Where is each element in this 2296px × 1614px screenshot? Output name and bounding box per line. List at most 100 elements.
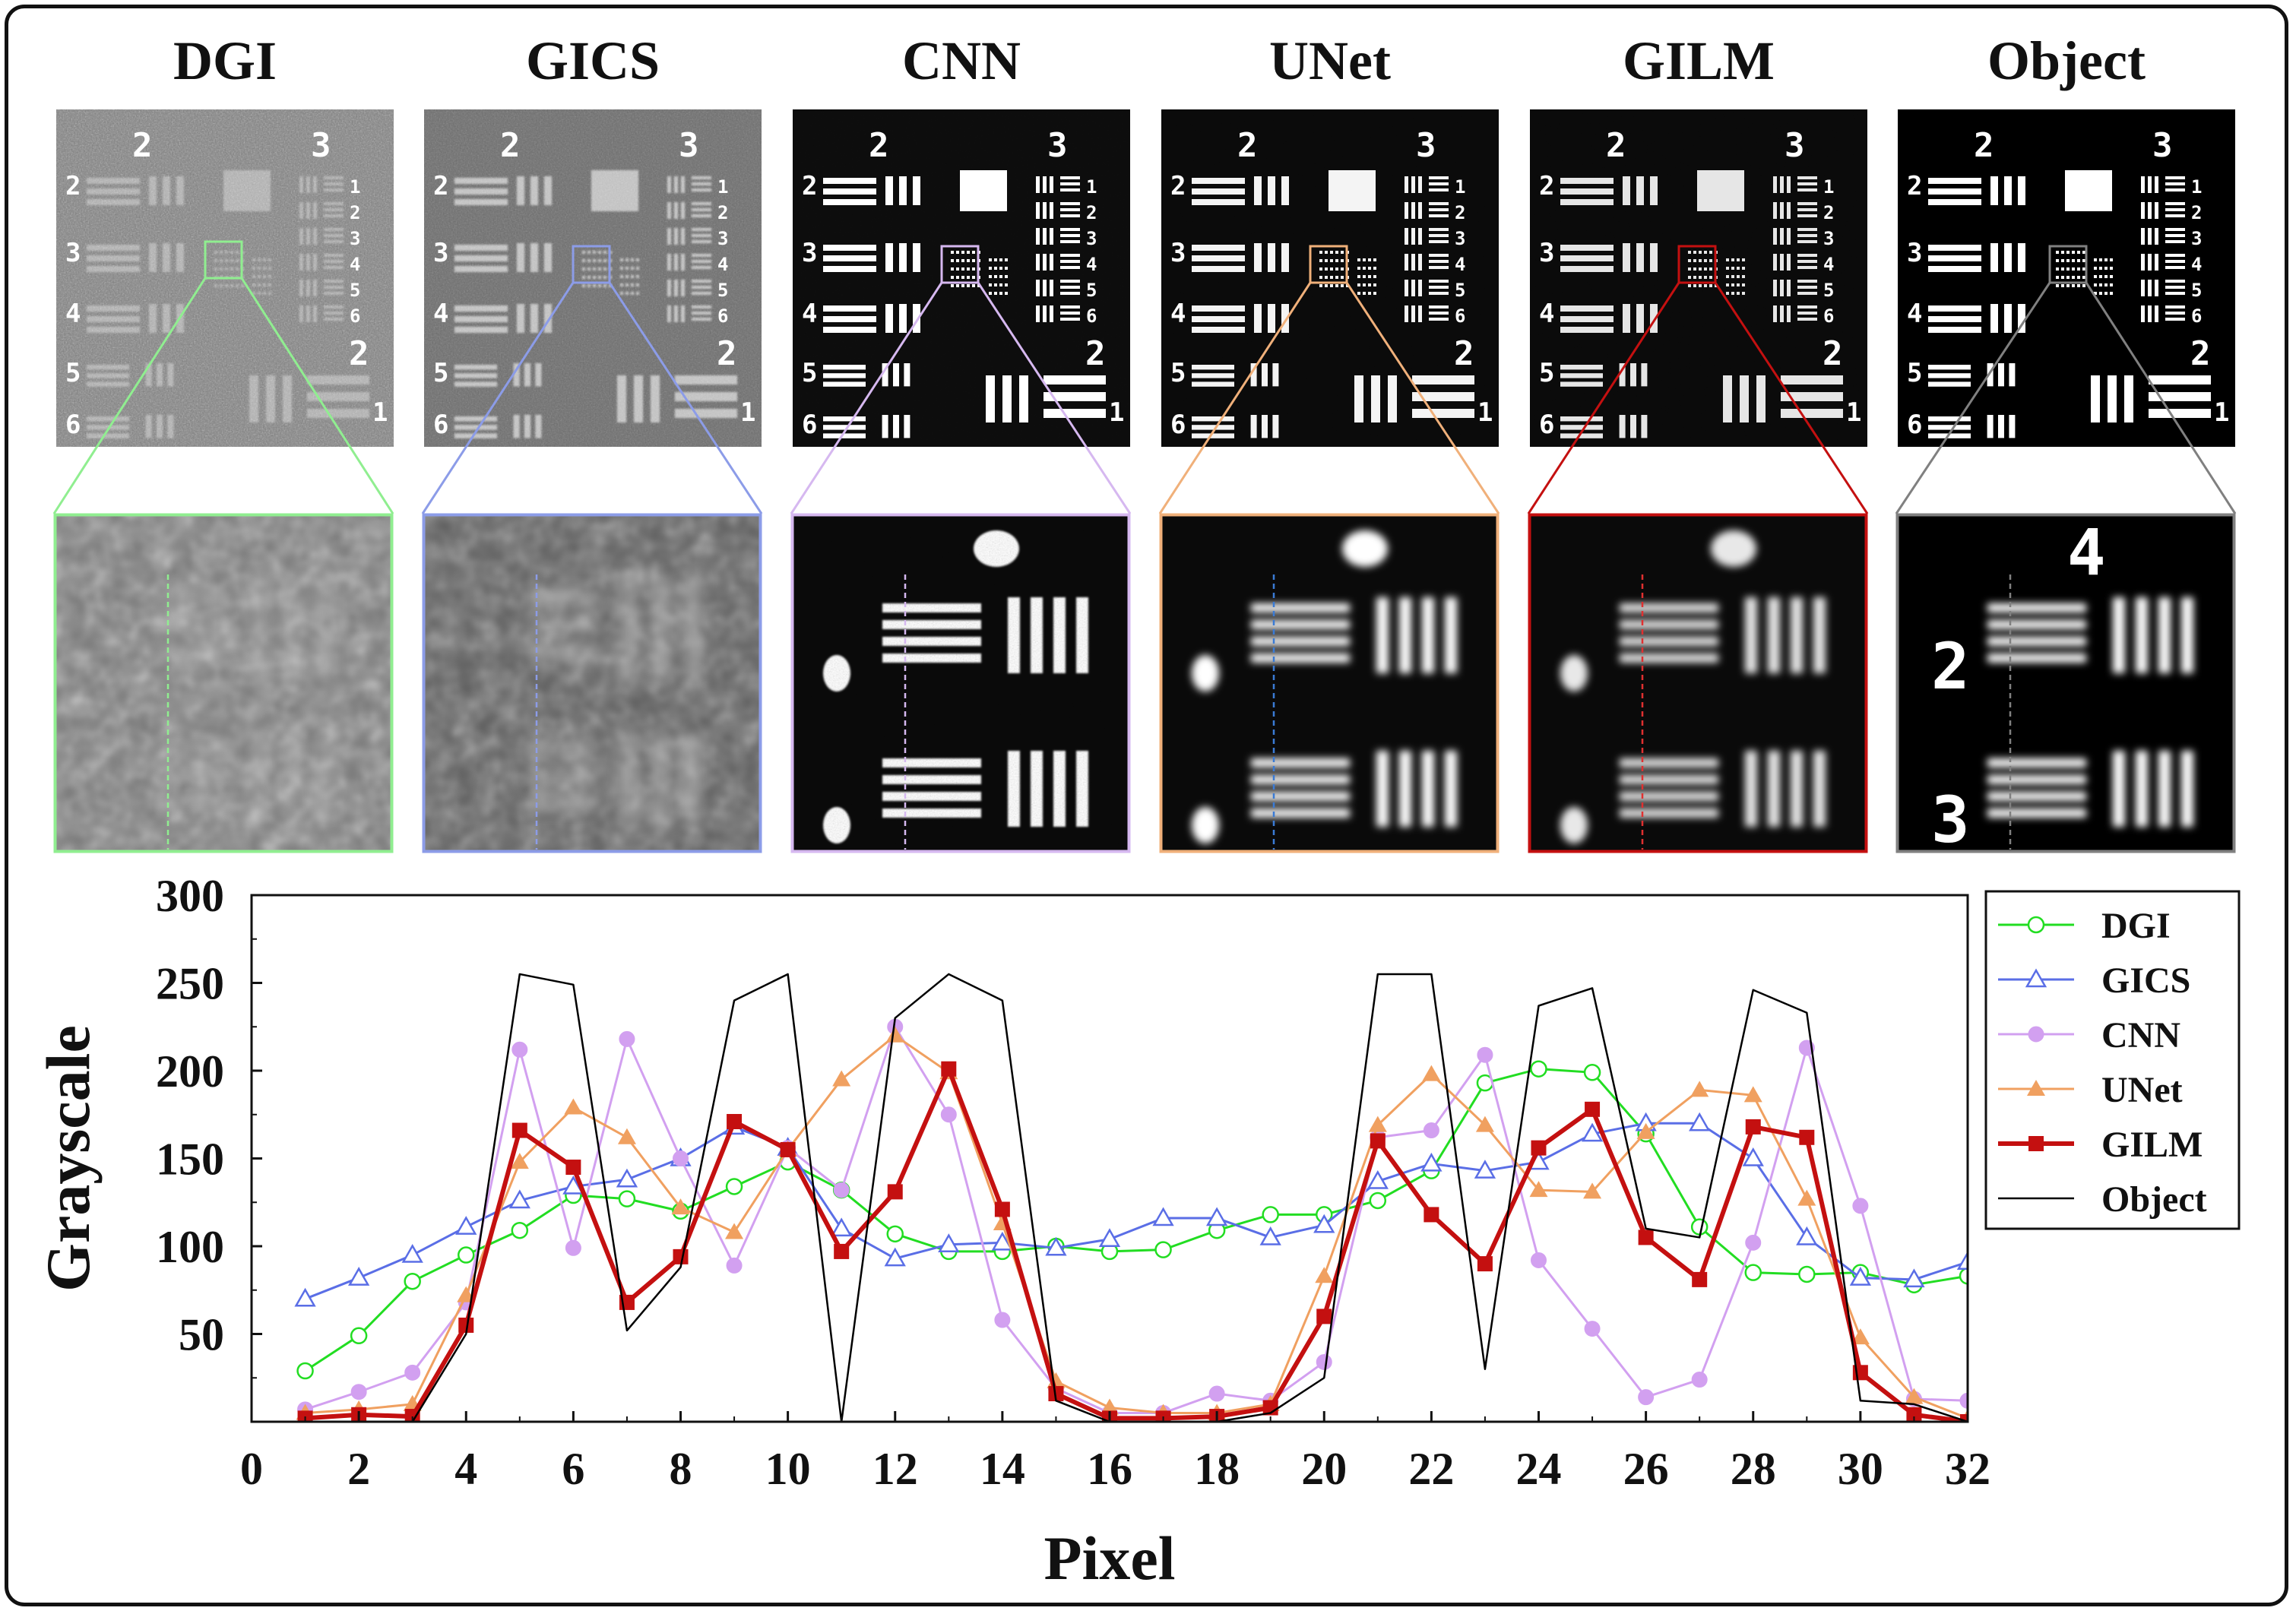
h-bar-small: [2165, 318, 2185, 321]
blob: [1711, 530, 1756, 567]
data-point: [727, 1113, 743, 1129]
x-tick-label: 28: [1731, 1444, 1776, 1494]
zoom-digit: 4: [2067, 515, 2106, 590]
row-label-small: 1: [2191, 176, 2202, 198]
zoom-border: [1159, 513, 1500, 853]
fine-dot: [2056, 267, 2059, 271]
legend-label: CNN: [2101, 1015, 2180, 1055]
row-label: 4: [1907, 299, 1922, 329]
data-point: [1531, 1252, 1547, 1268]
h-bar: [1251, 637, 1350, 646]
fine-dot: [2077, 259, 2080, 262]
legend-entry: GICS: [1998, 960, 2190, 1001]
x-tick-label: 24: [1516, 1444, 1562, 1494]
data-point: [1368, 1116, 1387, 1132]
legend-entry: Object: [1998, 1179, 2207, 1220]
data-point: [940, 1106, 957, 1123]
plot-frame: [250, 894, 1969, 1423]
legend: DGI GICS CNN UNet GILM Object: [1984, 890, 2241, 1230]
h-bar: [160, 590, 229, 605]
h-bar-small: [2165, 214, 2185, 217]
fine-dot: [2082, 259, 2085, 262]
data-point: [296, 1362, 314, 1380]
h-bar: [2149, 409, 2211, 418]
connector-line: [1158, 282, 1312, 514]
v-bar: [2091, 375, 2100, 422]
y-tick-label: 200: [156, 1046, 224, 1097]
v-bar: [2181, 751, 2193, 827]
data-point: [1098, 1228, 1121, 1248]
data-point: [1154, 1241, 1172, 1258]
v-bar: [2018, 243, 2025, 272]
h-bar: [1251, 603, 1350, 612]
data-point: [726, 1257, 743, 1274]
data-point: [1690, 1218, 1709, 1236]
row-label: 5: [1907, 358, 1922, 388]
data-point: [1638, 1389, 1655, 1406]
data-point: [350, 1384, 367, 1400]
zoom-blotches: [423, 514, 762, 853]
zoom-bars: [1987, 597, 2193, 827]
fine-dot: [2094, 283, 2097, 286]
connector-line: [1895, 282, 2051, 514]
v-bar: [283, 574, 300, 681]
data-point: [510, 1153, 529, 1169]
data-point: [1262, 1206, 1279, 1223]
v-bar: [2136, 597, 2148, 673]
data-point: [565, 1239, 581, 1256]
zoom-panel: [422, 513, 762, 853]
zoom-box: [1309, 245, 1348, 284]
data-point: [1905, 1388, 1924, 1404]
zoom-bars: [529, 574, 701, 825]
connector-line: [240, 277, 394, 514]
h-bar: [1987, 809, 2086, 818]
v-bar: [1399, 597, 1411, 673]
row-label-small: 6: [2191, 305, 2202, 327]
data-point: [1849, 1267, 1872, 1286]
noise-overlay: [424, 109, 762, 447]
data-point: [1583, 1182, 1602, 1199]
data-point: [1797, 1189, 1816, 1206]
fine-dot: [2110, 292, 2113, 295]
zoom-bars: [160, 574, 332, 825]
v-bar: [2181, 597, 2193, 673]
v-bar: [2113, 751, 2125, 827]
connector-line: [1345, 282, 1500, 514]
data-point: [619, 1030, 635, 1047]
v-bar: [2108, 375, 2117, 422]
v-bar: [2004, 304, 2012, 333]
v-bar: [1422, 751, 1434, 827]
data-point: [831, 1217, 853, 1237]
legend-label: GICS: [2101, 960, 2190, 1001]
y-tick-label: 300: [156, 871, 224, 921]
fine-dot: [2072, 276, 2075, 279]
zoom-content: [1528, 514, 1867, 853]
legend-marker: [2027, 916, 2045, 934]
h-bar: [160, 644, 229, 660]
h-bar: [160, 617, 229, 632]
fine-dot: [2072, 267, 2075, 271]
h-bar: [1987, 758, 2086, 767]
v-bar: [1376, 597, 1389, 673]
zoom-box: [1677, 245, 1717, 284]
h-bar-small: [2165, 234, 2185, 237]
data-point: [511, 1221, 529, 1239]
data-point: [834, 1243, 850, 1259]
fine-dot: [2077, 276, 2080, 279]
data-point: [1690, 1081, 1709, 1097]
data-point: [1367, 1170, 1389, 1189]
v-bar-small: [2155, 280, 2158, 296]
zoom-bars: [1192, 530, 1457, 843]
v-bar: [1990, 243, 1998, 272]
v-bar-small: [2148, 176, 2152, 193]
zoom-content: [791, 514, 1130, 853]
series-line: [305, 1025, 1968, 1414]
zoom-blotches: [54, 514, 393, 853]
v-bar: [2158, 597, 2171, 673]
v-bar: [315, 574, 332, 681]
data-point: [1581, 1122, 1604, 1142]
v-bar: [1791, 751, 1803, 827]
data-point: [1529, 1181, 1548, 1198]
